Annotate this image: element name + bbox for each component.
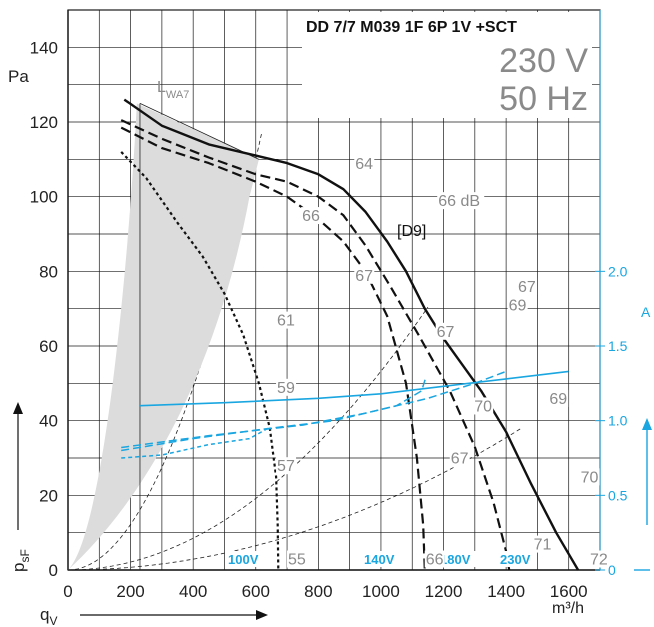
a-axis-arrow-head: [642, 418, 652, 430]
x-tick-label: 1600: [550, 582, 588, 601]
current-series: [121, 370, 569, 459]
db-label-bg: [276, 311, 297, 329]
db-label: 67: [437, 324, 455, 341]
db-label: 71: [534, 537, 552, 554]
db-label: 61: [277, 313, 295, 330]
x-axis-label: qV: [40, 605, 57, 627]
y-tick-label: 140: [30, 38, 58, 57]
y-tick-label: 100: [30, 188, 58, 207]
db-label-bg: [517, 278, 538, 295]
db-label: 59: [277, 380, 295, 397]
frequency-label: 50 Hz: [499, 80, 588, 118]
x-tick-label: 1000: [362, 582, 400, 601]
current-curve-140V: [121, 375, 428, 452]
db-label: 66: [426, 552, 444, 569]
y-unit-label: Pa: [8, 67, 29, 86]
voltage-label: 230V: [500, 552, 531, 567]
lwa-fill: [68, 103, 259, 570]
a-tick-label: 0: [608, 562, 616, 578]
db-label-bg: [437, 192, 485, 210]
pressure-curve-230V: [123, 98, 580, 571]
db-label: 66 dB: [438, 193, 480, 210]
voltage-label-bg: [362, 551, 400, 567]
db-label: 67: [451, 451, 469, 468]
curve-tag: [D9]: [397, 223, 426, 240]
y-axis-arrow-head: [13, 402, 23, 414]
a-tick-label: 2.0: [608, 263, 628, 279]
db-label: 57: [277, 458, 295, 475]
x-tick-label: 1400: [487, 582, 525, 601]
chart-title: DD 7/7 M039 1F 6P 1V +SCT: [306, 19, 517, 36]
current-curve-230V: [139, 370, 569, 407]
db-label: 69: [549, 391, 567, 408]
pressure-curve-100V: [120, 151, 280, 571]
y-tick-label: 60: [39, 337, 58, 356]
voltage-label-bg: [226, 551, 264, 567]
db-label: 70: [581, 469, 599, 486]
voltage-label: 100V: [228, 552, 259, 567]
db-label-bg: [473, 397, 494, 415]
a-tick-label: 0.5: [608, 487, 628, 503]
y-tick-label: 0: [49, 561, 58, 580]
y-tick-label: 20: [39, 486, 58, 505]
voltage-label: 230 V: [499, 42, 588, 80]
db-label: 64: [355, 156, 373, 173]
y-right-unit-label: A: [641, 304, 651, 320]
db-label-bg: [354, 266, 375, 284]
x-tick-label: 400: [179, 582, 207, 601]
title-box: [302, 12, 592, 118]
x-tick-label: 800: [304, 582, 332, 601]
y-tick-label: 40: [39, 412, 58, 431]
db-label-bg: [424, 550, 445, 568]
y-axis-label: psF: [9, 549, 32, 572]
y-tick-label: 80: [39, 262, 58, 281]
db-label: 69: [509, 298, 527, 315]
db-label: 66: [302, 208, 320, 225]
pressure-series: [120, 98, 580, 571]
x-tick-label: 0: [63, 582, 72, 601]
db-label-bg: [507, 296, 528, 314]
db-labels: 64 66 dB 66 67 67 69 61 67 59 70 69 57 67 70 71 55 66 72: [276, 154, 609, 569]
db-label: 70: [474, 398, 492, 415]
pressure-curve-180V: [120, 119, 511, 571]
db-label-bg: [276, 378, 297, 396]
a-tick-label: 1.5: [608, 338, 628, 354]
db-label: 67: [355, 268, 373, 285]
db-label-bg: [301, 207, 322, 225]
lwa-shaded-region: [68, 102, 260, 570]
lwa-label: LWA7: [157, 79, 189, 101]
voltage-label-bg: [498, 551, 536, 567]
db-label: 67: [518, 279, 536, 296]
db-label-bg: [449, 449, 470, 467]
pressure-curve-140V: [120, 126, 426, 571]
db-label-bg: [354, 154, 375, 172]
x-tick-label: 1200: [425, 582, 463, 601]
system-curve: [68, 427, 523, 571]
db-label-bg: [548, 390, 569, 407]
db-label-bg: [532, 535, 553, 553]
voltage-label: 180V: [440, 552, 471, 567]
x-axis-arrow-head: [256, 610, 268, 620]
x-tick-label: 600: [242, 582, 270, 601]
x-unit-label: m³/h: [552, 600, 584, 617]
db-label-bg: [276, 457, 297, 475]
x-tick-label: 200: [116, 582, 144, 601]
axis-ticks: 0 200 400 600 800 1000 1200 1400 160002040608010…: [30, 10, 628, 601]
voltage-label-bg: [438, 551, 476, 567]
db-label-bg: [435, 322, 456, 340]
db-label-bg: [589, 550, 609, 568]
y-tick-label: 120: [30, 113, 58, 132]
lwa-top-line: [139, 102, 260, 160]
db-label-bg: [287, 550, 308, 568]
db-label: 55: [288, 552, 306, 569]
voltage-label: 140V: [364, 552, 395, 567]
db-label-bg: [579, 468, 600, 486]
a-tick-label: 1.0: [608, 413, 628, 429]
db-label: 72: [590, 552, 608, 569]
